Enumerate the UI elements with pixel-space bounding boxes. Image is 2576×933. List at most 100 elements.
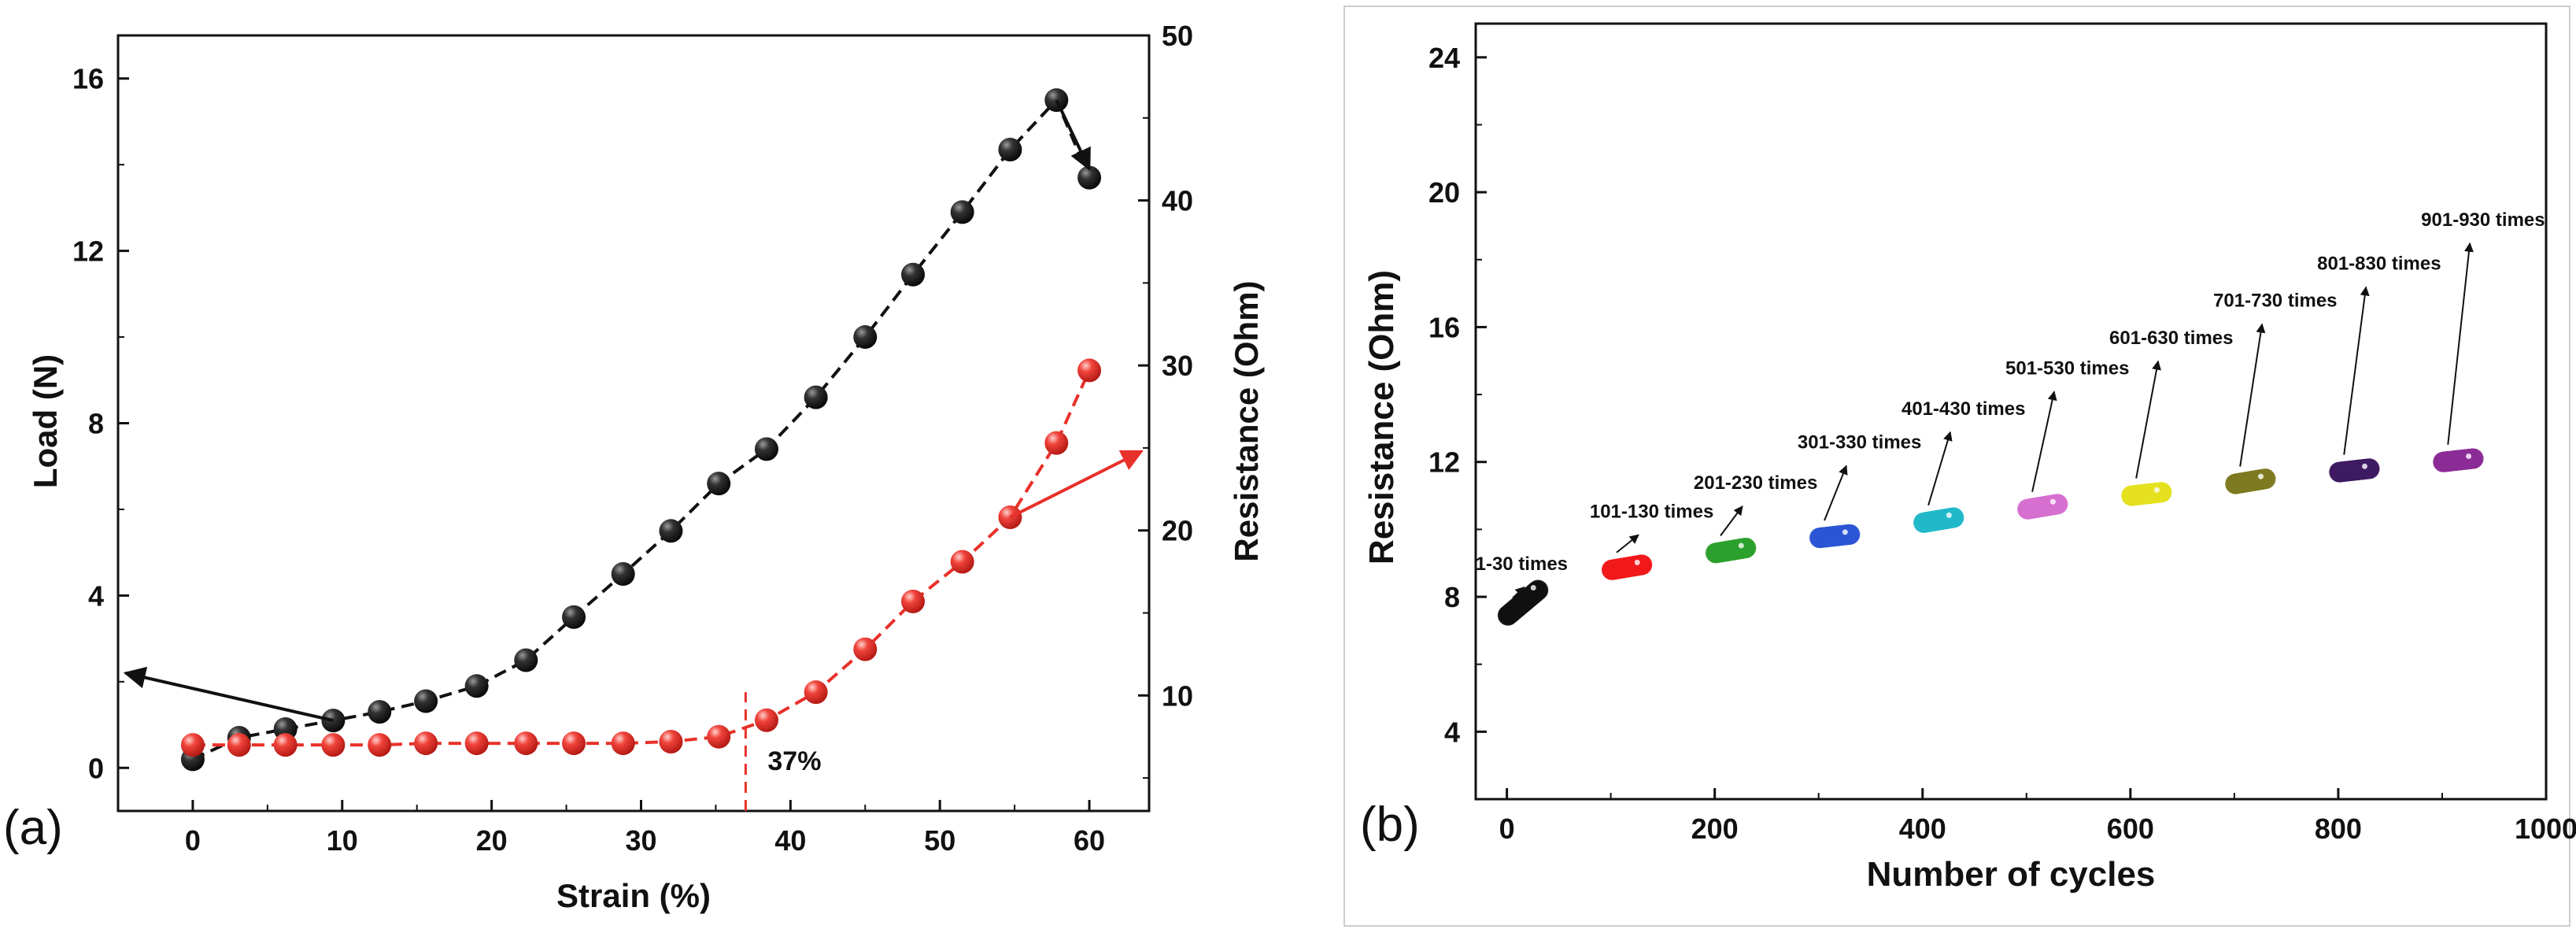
panel-a-load-point bbox=[998, 138, 1022, 162]
panel-b-series-901-930-times: 901-930 times bbox=[2421, 209, 2545, 472]
panel-b-series-label: 901-930 times bbox=[2421, 209, 2545, 231]
panel-a-resistance-point bbox=[901, 589, 926, 613]
panel-a-y-left-ticks: 0 4 8 12 16 bbox=[72, 63, 129, 784]
panel-a: 0 10 20 30 40 50 60 0 4 8 12 16 10 20 30 40 50 Strain … bbox=[3, 20, 1265, 914]
panel-b-y-tick-label: 20 bbox=[1428, 176, 1460, 209]
panel-a-axis-arrows bbox=[123, 99, 1144, 723]
panel-a-y-right-tick-label: 20 bbox=[1162, 515, 1193, 547]
panel-a-resistance-point bbox=[414, 731, 438, 756]
panel-b-point bbox=[1735, 537, 1757, 558]
panel-a-y-left-tick-label: 4 bbox=[88, 579, 104, 612]
panel-b-x-tick-label: 0 bbox=[1499, 813, 1515, 845]
panel-a-series-line-load bbox=[192, 97, 1091, 761]
panel-b-series-label: 701-730 times bbox=[2213, 291, 2337, 312]
panel-a-y-right-ticks: 10 20 30 40 50 bbox=[1138, 20, 1193, 779]
panel-b-point bbox=[2047, 494, 2068, 515]
panel-a-y-left-tick-label: 0 bbox=[88, 752, 104, 784]
panel-b-label-arrow bbox=[2447, 242, 2474, 445]
panel-a-load-point bbox=[611, 562, 635, 587]
panel-b-series-label: 401-430 times bbox=[1902, 398, 2025, 420]
panel-b-x-tick-label: 200 bbox=[1691, 813, 1739, 845]
panel-b-label: (b) bbox=[1360, 798, 1420, 852]
panel-b-label-arrow bbox=[1927, 431, 1953, 506]
panel-b-label-arrow bbox=[1616, 534, 1639, 554]
panel-a-y-right-tick-label: 50 bbox=[1162, 20, 1193, 52]
panel-b-series-1-30-times: 1-30 times bbox=[1476, 554, 1568, 626]
panel-a-resistance-point bbox=[754, 708, 778, 732]
panel-a-resistance-point bbox=[659, 729, 683, 753]
panel-a-load-axis-arrow bbox=[123, 666, 334, 723]
panel-a-load-end-arrow bbox=[1055, 99, 1091, 172]
panel-a-resistance-point bbox=[514, 731, 538, 756]
panel-a-resistance-axis-arrow bbox=[1009, 450, 1144, 519]
panel-b-y-axis-title: Resistance (Ohm) bbox=[1362, 270, 1401, 565]
panel-a-x-tick-label: 0 bbox=[185, 824, 201, 857]
panel-b-series-701-730-times: 701-730 times bbox=[2213, 291, 2338, 494]
panel-a-load-point bbox=[368, 700, 392, 724]
panel-a-y-left-axis-title: Load (N) bbox=[27, 354, 64, 488]
panel-b-y-tick-label: 8 bbox=[1444, 581, 1460, 613]
panel-b-x-tick-label: 400 bbox=[1899, 813, 1946, 845]
panel-b-point-highlight bbox=[2257, 473, 2264, 479]
panel-a-x-tick-label: 40 bbox=[774, 824, 806, 857]
panel-b-point bbox=[1839, 524, 1861, 545]
panel-b-series-label: 101-130 times bbox=[1590, 501, 1713, 522]
panel-a-resistance-point bbox=[273, 733, 298, 757]
panel-b-point bbox=[2359, 458, 2380, 479]
panel-b-point-highlight bbox=[1634, 559, 1640, 565]
panel-a-load-point bbox=[950, 200, 974, 224]
panel-a-y-left-tick-label: 8 bbox=[88, 408, 104, 440]
panel-b-series-label: 201-230 times bbox=[1694, 472, 1817, 494]
panel-b-series-501-530-times: 501-530 times bbox=[2005, 357, 2129, 520]
panel-a-load-point bbox=[901, 262, 926, 287]
panel-b-x-axis-title: Number of cycles bbox=[1867, 855, 2156, 894]
panel-a-y-right-tick-label: 10 bbox=[1162, 679, 1193, 712]
panel-b-series-label: 301-330 times bbox=[1798, 432, 1921, 454]
panel-a-load-point bbox=[414, 689, 438, 713]
panel-b-series-801-830-times: 801-830 times bbox=[2317, 254, 2441, 483]
panel-b-point-highlight bbox=[2466, 453, 2472, 459]
panel-a-resistance-point bbox=[1077, 358, 1102, 383]
panel-b-outer-border bbox=[1343, 6, 2570, 927]
panel-a-resistance-point bbox=[804, 680, 828, 705]
panel-b-y-tick-label: 24 bbox=[1428, 42, 1460, 74]
panel-b-plot-frame bbox=[1474, 22, 2548, 801]
panel-a-x-ticks: 0 10 20 30 40 50 60 bbox=[185, 800, 1105, 857]
panel-a-resistance-point bbox=[1044, 431, 1069, 455]
panel-b-x-tick-label: 1000 bbox=[2515, 813, 2576, 845]
panel-a-y-left-tick-label: 16 bbox=[72, 63, 104, 95]
panel-b-label-arrow bbox=[2135, 360, 2161, 479]
panel-b-label-arrow bbox=[1512, 586, 1525, 599]
panel-a-plot-frame bbox=[116, 34, 1151, 813]
panel-a-resistance-point bbox=[853, 637, 878, 661]
panel-b-point-highlight bbox=[2362, 463, 2368, 469]
panel-b-point bbox=[1632, 554, 1653, 576]
panel-a-x-tick-label: 60 bbox=[1074, 824, 1105, 857]
panel-a-load-point bbox=[754, 437, 778, 461]
panel-b-point-highlight bbox=[1738, 542, 1744, 549]
panel-a-x-axis-title: Strain (%) bbox=[556, 877, 711, 914]
panel-b-series-label: 801-830 times bbox=[2317, 254, 2441, 275]
panel-a-load-point bbox=[562, 605, 586, 629]
panel-b-x-tick-label: 600 bbox=[2107, 813, 2154, 845]
panel-a-resistance-point bbox=[180, 733, 205, 757]
panel-a-load-point bbox=[804, 385, 828, 409]
panel-a-load-point bbox=[1077, 165, 1102, 190]
panel-b-series-101-130-times: 101-130 times bbox=[1590, 501, 1713, 580]
panel-a-resistance-point bbox=[368, 733, 392, 757]
panel-b-label-arrow bbox=[2343, 286, 2370, 455]
panel-a-x-tick-label: 20 bbox=[476, 824, 508, 857]
panel-b-point-highlight bbox=[2049, 498, 2056, 505]
panel-b-label-arrow bbox=[2239, 323, 2266, 467]
panel-b-y-ticks: 4 8 12 16 20 24 bbox=[1428, 42, 1487, 748]
panel-b-point-highlight bbox=[2153, 487, 2160, 493]
panel-a-resistance-point bbox=[950, 550, 974, 574]
panel-a-load-point bbox=[514, 648, 538, 672]
panel-a-load-point bbox=[659, 519, 683, 543]
panel-a-annotation: 37% bbox=[767, 746, 821, 776]
panel-a-y-left-tick-label: 12 bbox=[72, 235, 104, 268]
panel-b-label-arrow bbox=[1720, 505, 1743, 536]
panel-b-point bbox=[2151, 482, 2172, 503]
panel-b-series-401-430-times: 401-430 times bbox=[1902, 398, 2025, 533]
